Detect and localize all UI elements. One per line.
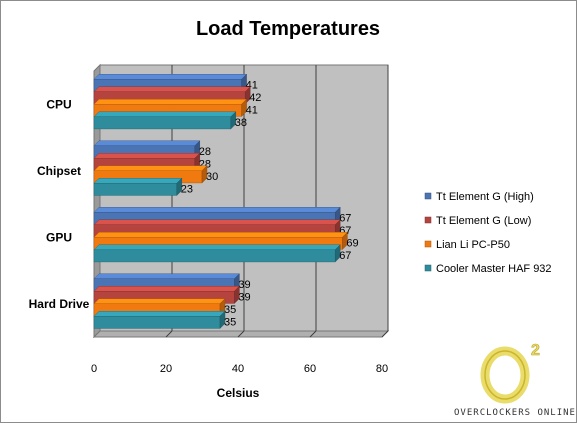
gridline-floor — [381, 330, 389, 338]
bar-top-face — [93, 153, 201, 159]
bar-top-face — [93, 140, 201, 146]
gridline-floor — [237, 330, 245, 338]
bar — [93, 316, 221, 329]
bar-top-face — [93, 298, 226, 304]
logo-caption: OVERCLOCKERS ONLINE — [454, 408, 576, 418]
category-label: CPU — [46, 97, 71, 111]
legend-entry: Tt Element G (Low) — [436, 215, 531, 227]
legend-entry: Cooler Master HAF 932 — [436, 263, 552, 275]
bar-end-face — [234, 285, 240, 304]
x-axis-title: Celsius — [217, 386, 260, 400]
x-tick-label: 20 — [160, 363, 172, 375]
bar — [93, 183, 178, 196]
bar-end-face — [342, 231, 348, 250]
x-tick-label: 80 — [376, 363, 388, 375]
bar-top-face — [93, 178, 183, 184]
bar — [93, 116, 232, 130]
category-label: Chipset — [37, 164, 81, 178]
bar-end-face — [176, 177, 183, 196]
data-label: 39 — [238, 292, 250, 304]
logo-superscript: 2 — [531, 342, 540, 359]
plot-area: 0 20 40 60 80CPU41424138Chipset28283023GPU67… — [29, 63, 390, 375]
data-label: 39 — [238, 279, 250, 291]
data-label: 41 — [246, 105, 258, 117]
logo-ring-outline — [484, 350, 526, 400]
data-label: 28 — [199, 146, 211, 158]
bar-top-face — [93, 311, 226, 317]
data-label: 30 — [206, 171, 218, 183]
bar-top-face — [93, 74, 248, 80]
data-label: 42 — [249, 92, 261, 104]
data-label: 67 — [339, 250, 351, 262]
data-label: 23 — [181, 184, 193, 196]
bar-top-face — [93, 232, 348, 238]
bar-top-face — [93, 207, 341, 213]
bar-end-face — [241, 98, 247, 117]
legend-swatch — [424, 216, 432, 224]
bar-top-face — [93, 99, 248, 105]
legend-swatch — [424, 240, 432, 248]
data-label: 38 — [235, 117, 247, 129]
data-label: 35 — [224, 304, 236, 316]
bar-end-face — [201, 165, 208, 184]
bar-top-face — [93, 244, 341, 250]
x-tick-label: 40 — [232, 363, 244, 375]
bar-top-face — [93, 86, 251, 92]
bar-top-face — [93, 165, 208, 171]
legend: Tt Element G (High) Tt Element G (Low) Lia… — [424, 191, 552, 275]
overclockers-online-logo: 2 OVERCLOCKERS ONLINE — [454, 342, 576, 418]
chart-title: Load Temperatures — [196, 18, 380, 40]
legend-entry: Lian Li PC-P50 — [436, 239, 510, 251]
data-label: 69 — [346, 238, 358, 250]
x-tick-label: 60 — [304, 363, 316, 375]
bar-end-face — [335, 244, 341, 263]
bar-top-face — [93, 286, 240, 292]
legend-swatch — [424, 192, 432, 200]
gridline-floor — [165, 330, 173, 338]
bar-end-face — [219, 310, 226, 329]
bar-top-face — [93, 219, 341, 225]
legend-swatch — [424, 264, 432, 272]
bar — [93, 249, 336, 263]
gridline-floor — [309, 330, 317, 338]
x-tick-label: 0 — [91, 363, 97, 375]
bar-end-face — [230, 111, 237, 130]
data-label: 35 — [224, 317, 236, 329]
legend-entry: Tt Element G (High) — [436, 191, 534, 203]
bar-top-face — [93, 273, 240, 279]
category-label: GPU — [46, 230, 72, 244]
bar-top-face — [93, 111, 237, 117]
data-label: 67 — [339, 213, 351, 225]
category-label: Hard Drive — [29, 297, 90, 311]
